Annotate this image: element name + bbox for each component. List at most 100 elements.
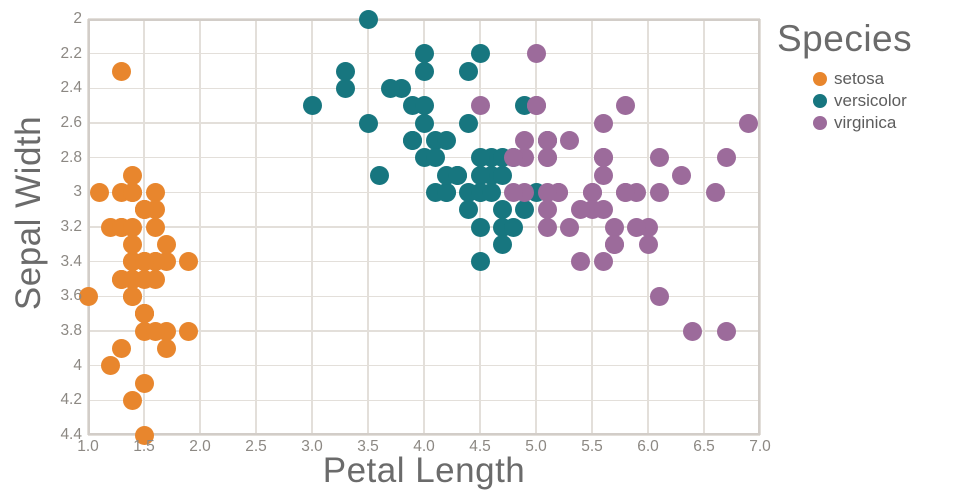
data-point-setosa bbox=[145, 182, 165, 202]
data-point-setosa bbox=[123, 182, 143, 202]
legend-label-setosa: setosa bbox=[834, 69, 885, 88]
y-tick-label: 2.2 bbox=[60, 44, 82, 62]
data-point-setosa bbox=[123, 286, 143, 306]
data-point-setosa bbox=[123, 165, 143, 185]
data-point-setosa bbox=[78, 286, 98, 306]
data-point-virginica bbox=[537, 182, 557, 202]
legend-label-virginica: virginica bbox=[834, 113, 897, 132]
data-point-virginica bbox=[571, 252, 591, 272]
data-point-versicolor bbox=[459, 113, 479, 133]
data-point-versicolor bbox=[448, 165, 468, 185]
data-point-virginica bbox=[649, 148, 669, 168]
data-point-setosa bbox=[134, 200, 154, 220]
data-point-setosa bbox=[123, 234, 143, 254]
data-point-versicolor bbox=[358, 113, 378, 133]
data-point-virginica bbox=[672, 165, 692, 185]
data-point-virginica bbox=[593, 252, 613, 272]
data-point-virginica bbox=[526, 96, 546, 116]
data-point-virginica bbox=[537, 130, 557, 150]
data-point-setosa bbox=[179, 252, 199, 272]
data-point-virginica bbox=[593, 165, 613, 185]
data-point-virginica bbox=[537, 217, 557, 237]
data-point-virginica bbox=[604, 217, 624, 237]
data-point-versicolor bbox=[302, 96, 322, 116]
y-tick-label: 2 bbox=[73, 10, 82, 27]
y-tick-label: 4 bbox=[73, 356, 82, 374]
data-point-setosa bbox=[112, 269, 132, 289]
x-tick-label: 5.5 bbox=[581, 438, 603, 455]
x-tick-label: 5.0 bbox=[525, 438, 547, 455]
gridline-horizontal bbox=[88, 295, 760, 298]
data-point-versicolor bbox=[515, 200, 535, 220]
data-point-virginica bbox=[683, 321, 703, 341]
data-point-versicolor bbox=[470, 217, 490, 237]
data-point-versicolor bbox=[425, 148, 445, 168]
data-point-setosa bbox=[179, 321, 199, 341]
data-point-versicolor bbox=[470, 165, 490, 185]
y-tick-label: 3.8 bbox=[60, 322, 82, 339]
y-tick-label: 3.4 bbox=[60, 252, 82, 270]
legend-items: setosa versicolor virginica bbox=[813, 68, 907, 134]
data-point-virginica bbox=[593, 200, 613, 220]
gridline-vertical bbox=[759, 19, 761, 435]
data-point-versicolor bbox=[336, 61, 356, 81]
data-point-setosa bbox=[123, 390, 143, 410]
y-tick-label: 3.6 bbox=[60, 287, 82, 305]
x-tick-label: 1.5 bbox=[133, 438, 155, 455]
data-point-setosa bbox=[156, 234, 176, 254]
data-point-virginica bbox=[649, 182, 669, 202]
data-point-versicolor bbox=[481, 182, 501, 202]
data-point-virginica bbox=[571, 200, 591, 220]
data-point-virginica bbox=[604, 234, 624, 254]
data-point-virginica bbox=[593, 113, 613, 133]
data-point-virginica bbox=[627, 217, 647, 237]
data-point-versicolor bbox=[459, 200, 479, 220]
data-point-virginica bbox=[582, 182, 602, 202]
data-point-setosa bbox=[145, 217, 165, 237]
data-point-virginica bbox=[638, 234, 658, 254]
data-point-virginica bbox=[716, 321, 736, 341]
x-tick-label: 6.0 bbox=[637, 438, 659, 455]
data-point-virginica bbox=[504, 182, 524, 202]
x-tick-label: 3.5 bbox=[357, 438, 379, 455]
data-point-virginica bbox=[560, 130, 580, 150]
x-tick-label: 7.0 bbox=[749, 438, 771, 455]
data-point-setosa bbox=[134, 252, 154, 272]
gridline-horizontal bbox=[88, 191, 760, 194]
data-point-versicolor bbox=[403, 130, 423, 150]
data-point-virginica bbox=[470, 96, 490, 116]
data-point-versicolor bbox=[369, 165, 389, 185]
data-point-versicolor bbox=[380, 78, 400, 98]
data-point-versicolor bbox=[414, 61, 434, 81]
data-point-virginica bbox=[705, 182, 725, 202]
data-point-virginica bbox=[504, 148, 524, 168]
x-tick-label: 1.0 bbox=[77, 438, 99, 455]
legend-item-virginica: virginica bbox=[813, 112, 907, 134]
plot-area bbox=[78, 9, 761, 445]
legend-swatch-virginica-icon bbox=[813, 116, 827, 130]
data-point-setosa bbox=[134, 304, 154, 324]
x-tick-label: 2.0 bbox=[189, 438, 211, 455]
gridline-horizontal bbox=[88, 330, 760, 332]
data-point-setosa bbox=[145, 321, 165, 341]
x-axis-title: Petal Length bbox=[322, 451, 526, 490]
data-point-versicolor bbox=[414, 113, 434, 133]
gridline-horizontal bbox=[88, 226, 760, 228]
data-point-setosa bbox=[123, 217, 143, 237]
gridline-horizontal bbox=[88, 364, 760, 367]
x-tick-label: 2.5 bbox=[245, 438, 267, 455]
gridline-horizontal bbox=[88, 260, 760, 263]
data-point-virginica bbox=[593, 148, 613, 168]
x-tick-label: 3.0 bbox=[301, 438, 323, 455]
x-tick-label: 4.5 bbox=[469, 438, 491, 455]
y-tick-label: 2.8 bbox=[60, 148, 82, 166]
legend-swatch-setosa-icon bbox=[813, 72, 827, 86]
data-point-virginica bbox=[616, 96, 636, 116]
gridline-horizontal bbox=[88, 434, 760, 436]
data-point-virginica bbox=[739, 113, 759, 133]
data-point-versicolor bbox=[492, 165, 512, 185]
data-point-setosa bbox=[89, 182, 109, 202]
data-point-setosa bbox=[134, 373, 154, 393]
data-point-setosa bbox=[156, 338, 176, 358]
